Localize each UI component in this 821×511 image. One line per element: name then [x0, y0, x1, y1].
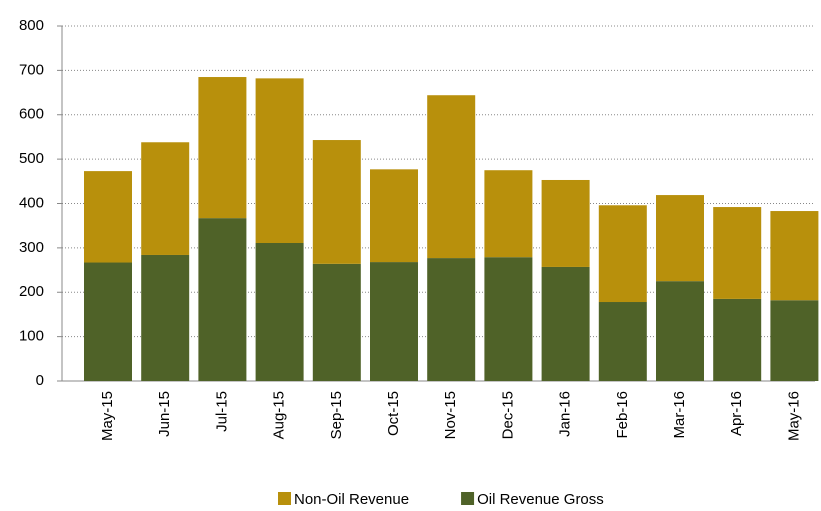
x-tick-label: Mar-16: [671, 391, 688, 439]
bar-segment: [84, 171, 132, 263]
y-tick-label: 800: [19, 17, 44, 34]
bar-segment: [484, 170, 533, 258]
y-tick-label: 500: [19, 150, 44, 167]
bar-segment: [312, 140, 361, 264]
bar-segment: [598, 302, 647, 381]
y-tick-label: 600: [19, 106, 44, 123]
legend-swatch: [461, 492, 475, 505]
x-tick-label: Jun-15: [156, 391, 173, 437]
x-tick-label: Aug-15: [271, 391, 288, 439]
x-tick-label: Nov-15: [442, 391, 459, 439]
bar-segment: [141, 254, 190, 381]
x-tick-label: Sep-15: [328, 391, 345, 439]
bar-segment: [427, 258, 476, 381]
bar-segment: [598, 205, 647, 303]
bar-segment: [656, 281, 704, 381]
x-tick-label: Jul-15: [213, 391, 230, 432]
x-tick-label: Dec-15: [499, 391, 516, 439]
bar-segment: [770, 300, 819, 381]
bar-segment: [427, 95, 476, 259]
bar-segment: [370, 169, 418, 263]
x-tick-label: Feb-16: [614, 391, 631, 439]
bar-segment: [255, 242, 304, 381]
bar-segment: [141, 142, 190, 255]
y-tick-label: 0: [36, 372, 44, 389]
bar-segment: [541, 266, 590, 381]
y-tick-label: 100: [19, 328, 44, 345]
bar-segment: [198, 218, 247, 381]
x-tick-label: May-15: [99, 391, 116, 441]
legend-label: Oil Revenue Gross: [477, 491, 604, 508]
x-tick-label: Jan-16: [557, 391, 574, 437]
bar-segment: [713, 298, 762, 381]
bar-segment: [312, 263, 361, 381]
bar-segment: [770, 211, 819, 301]
bar-segment: [713, 207, 762, 299]
y-tick-label: 300: [19, 239, 44, 256]
bar-segment: [484, 257, 533, 381]
bar-segment: [255, 78, 304, 243]
bar-segment: [370, 262, 418, 381]
legend-label: Non-Oil Revenue: [294, 491, 409, 508]
bar-segment: [84, 262, 132, 381]
legend-swatch: [278, 492, 291, 505]
x-tick-label: Apr-16: [728, 391, 745, 436]
x-tick-label: May-16: [785, 391, 802, 441]
y-tick-label: 400: [19, 194, 44, 211]
bar-segment: [198, 77, 247, 219]
y-tick-label: 700: [19, 61, 44, 78]
x-tick-label: Oct-15: [385, 391, 402, 436]
bar-segment: [656, 195, 704, 282]
bar-segment: [541, 179, 590, 267]
y-tick-label: 200: [19, 283, 44, 300]
